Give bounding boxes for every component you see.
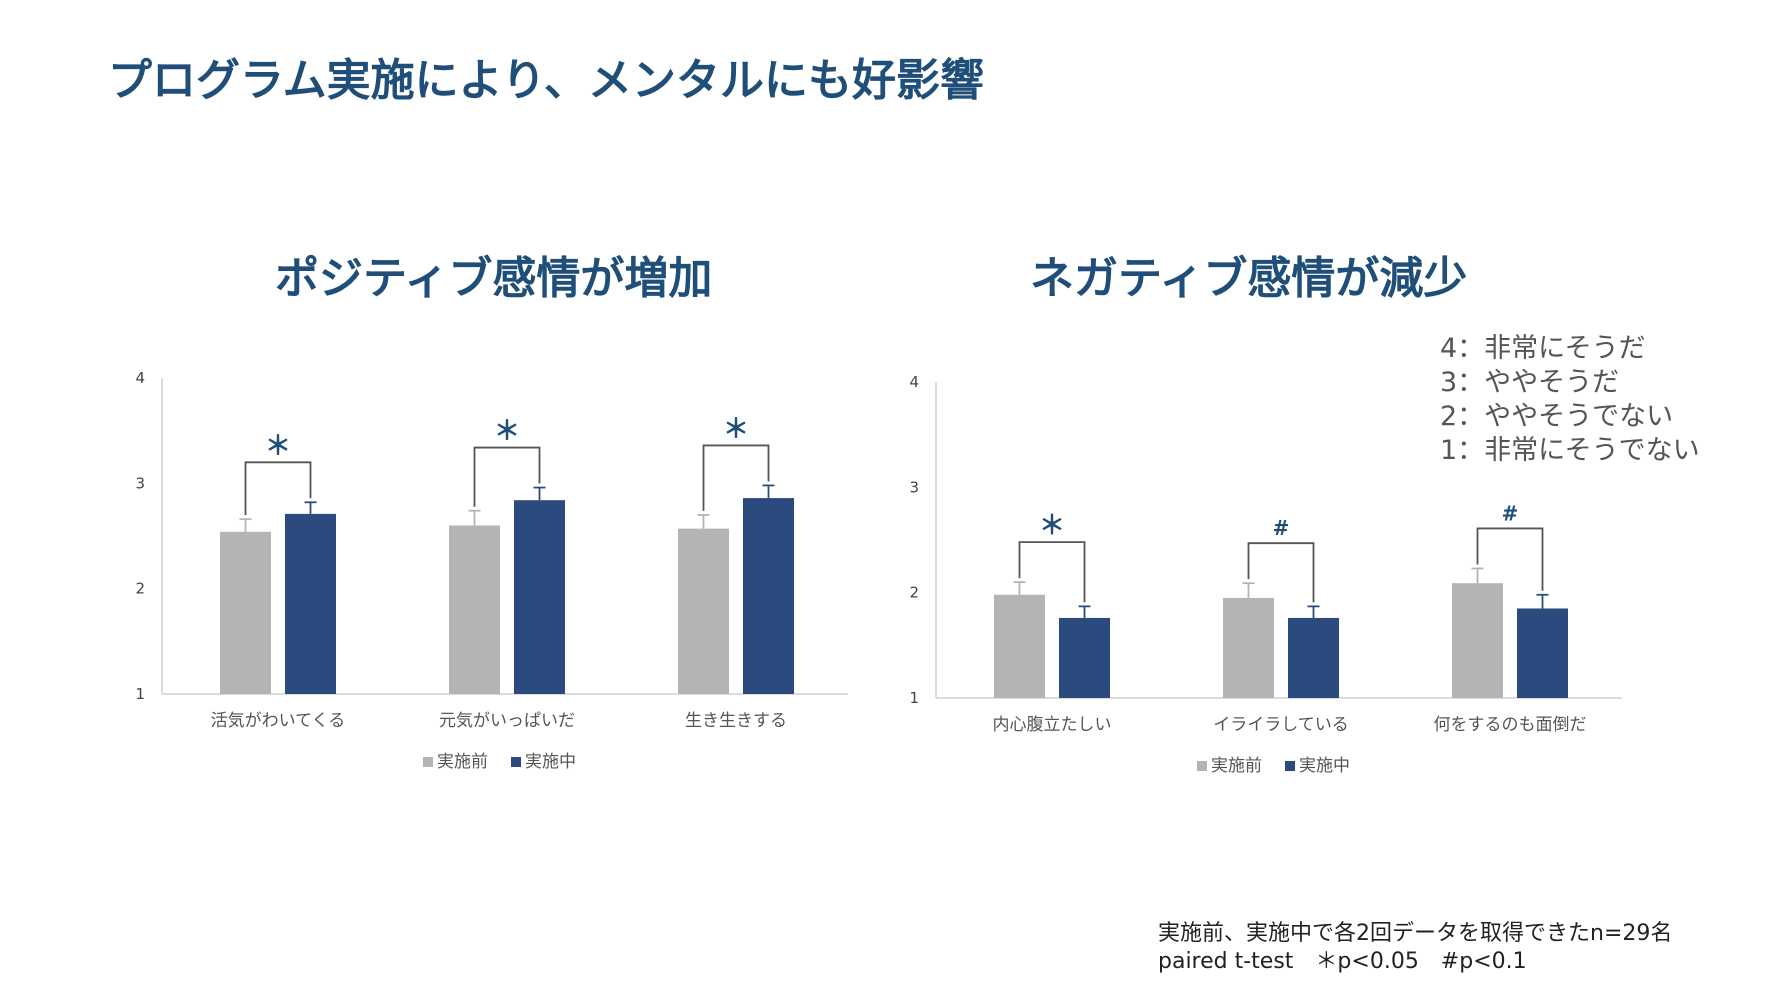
legend-label: 実施前 (437, 752, 488, 772)
y-tick-label: 2 (135, 580, 145, 598)
significance-bracket (1476, 527, 1544, 591)
significance-marker: # (1273, 516, 1290, 540)
chart-title-positive: ポジティブ感情が増加 (275, 253, 713, 304)
x-category-label: 活気がわいてくる (211, 711, 346, 731)
y-tick-label: 3 (135, 474, 145, 492)
bar (1517, 608, 1568, 698)
significance-bracket (702, 444, 770, 511)
y-tick-label: 1 (909, 689, 919, 707)
bar (220, 531, 271, 694)
x-category-label: 元気がいっぱいだ (439, 711, 575, 731)
legend-label: 実施中 (1299, 756, 1350, 776)
x-category-label: イライラしている (1213, 715, 1349, 735)
legend-swatch (423, 757, 433, 767)
chart-title-negative: ネガティブ感情が減少 (1030, 253, 1468, 304)
significance-bracket (1018, 541, 1086, 603)
significance-marker: ＊ (1039, 511, 1065, 541)
bar (1452, 583, 1503, 698)
footnote-sample: 実施前、実施中で各2回データを取得できたn=29名 (1158, 921, 1673, 946)
bar (285, 513, 336, 694)
significance-marker: ＊ (265, 431, 291, 461)
legend-label: 実施前 (1211, 756, 1262, 776)
scale-legend-item: 1：非常にそうでない (1440, 435, 1700, 466)
legend-swatch (1197, 761, 1207, 771)
y-tick-label: 4 (135, 369, 145, 387)
significance-marker: # (1502, 501, 1519, 525)
y-tick-label: 3 (909, 478, 919, 496)
bar (1288, 617, 1339, 698)
scale-legend-item: 4：非常にそうだ (1440, 333, 1646, 364)
bar (514, 500, 565, 694)
significance-marker: ＊ (723, 414, 749, 444)
bar (1223, 597, 1274, 698)
significance-bracket (244, 461, 312, 516)
footnote: 実施前、実施中で各2回データを取得できたn=29名 paired t-test … (1158, 920, 1672, 976)
legend-label: 実施中 (525, 752, 576, 772)
y-tick-label: 1 (135, 685, 145, 703)
legend-swatch (1285, 761, 1295, 771)
footnote-test: paired t-test ＊p<0.05 #p<0.1 (1158, 949, 1527, 974)
significance-bracket (473, 446, 541, 507)
x-category-label: 内心腹立たしい (993, 715, 1112, 735)
page-title: プログラム実施により、メンタルにも好影響 (108, 55, 985, 106)
scale-legend-item: 3：ややそうだ (1440, 367, 1620, 398)
bar (994, 594, 1045, 698)
bar (678, 528, 729, 694)
bar (1059, 617, 1110, 698)
x-category-label: 生き生きする (685, 711, 787, 731)
significance-marker: ＊ (494, 417, 520, 447)
x-category-label: 何をするのも面倒だ (1434, 715, 1587, 735)
scale-legend: 4：非常にそうだ 3：ややそうだ 2：ややそうでない 1：非常にそうでない (1440, 332, 1700, 468)
y-tick-label: 4 (909, 373, 919, 391)
y-tick-label: 2 (909, 584, 919, 602)
bar (743, 498, 794, 694)
bar (449, 525, 500, 694)
legend-swatch (511, 757, 521, 767)
scale-legend-item: 2：ややそうでない (1440, 401, 1674, 432)
significance-bracket (1247, 542, 1315, 603)
